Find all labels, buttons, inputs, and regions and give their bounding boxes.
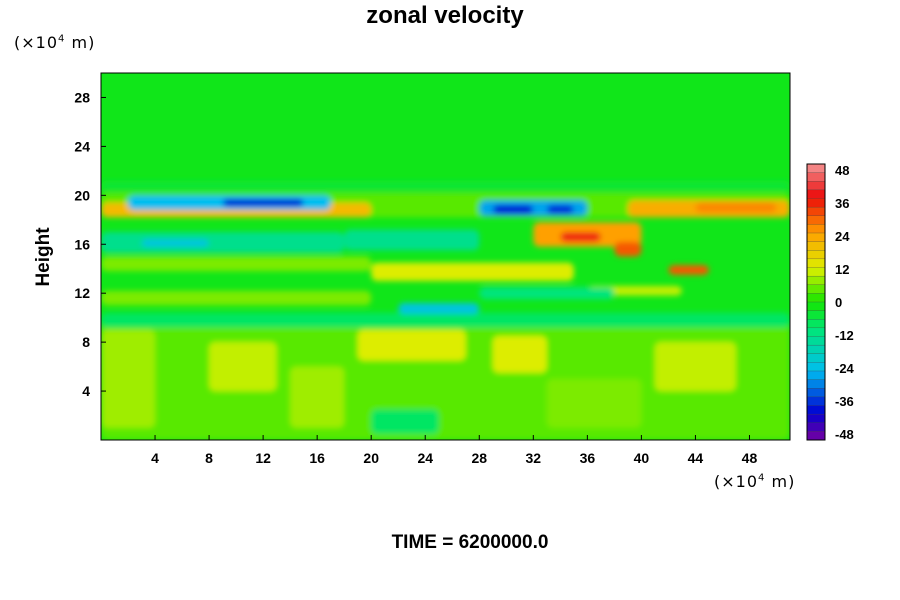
x-tick-label: 32: [526, 450, 542, 466]
y-axis: 4 8 12 16 20 24 28: [74, 89, 106, 399]
colorbar-tick-label: -24: [835, 361, 855, 376]
x-tick-label: 4: [151, 450, 159, 466]
colorbar-tick-label: 48: [835, 163, 849, 178]
plot-frame: [100, 72, 791, 441]
x-tick-label: 16: [309, 450, 325, 466]
y-axis-unit: (×104 m): [14, 33, 96, 52]
x-tick-label: 20: [363, 450, 379, 466]
colorbar: 48 36 24 12 0 -12 -24 -36 -48: [806, 163, 855, 442]
x-tick-label: 24: [417, 450, 433, 466]
colorbar-tick-label: 12: [835, 262, 849, 277]
x-tick-label: 8: [205, 450, 213, 466]
x-axis: 4 8 12 16 20 24 28 32 36 40 44 48: [151, 435, 757, 466]
colorbar-tick-label: 24: [835, 229, 850, 244]
time-label: TIME = 6200000.0: [391, 532, 549, 553]
velocity-field: [101, 73, 790, 440]
y-tick-label: 28: [74, 89, 90, 105]
y-tick-label: 24: [74, 138, 90, 154]
colorbar-tick-label: -48: [835, 427, 854, 442]
y-tick-label: 20: [74, 187, 90, 203]
x-tick-label: 28: [471, 450, 487, 466]
colorbar-tick-label: 0: [835, 295, 842, 310]
x-tick-label: 12: [255, 450, 271, 466]
x-tick-label: 40: [634, 450, 650, 466]
colorbar-tick-label: 36: [835, 196, 849, 211]
x-tick-label: 36: [580, 450, 596, 466]
x-tick-label: 44: [688, 450, 704, 466]
colorbar-tick-label: -12: [835, 328, 854, 343]
y-tick-label: 12: [74, 285, 90, 301]
chart-title: zonal velocity: [366, 2, 524, 29]
y-tick-label: 16: [74, 236, 90, 252]
x-axis-unit: (×104 m): [714, 472, 796, 491]
x-tick-label: 48: [742, 450, 758, 466]
y-tick-label: 4: [82, 383, 90, 399]
colorbar-tick-label: -36: [835, 394, 854, 409]
y-tick-label: 8: [82, 334, 90, 350]
